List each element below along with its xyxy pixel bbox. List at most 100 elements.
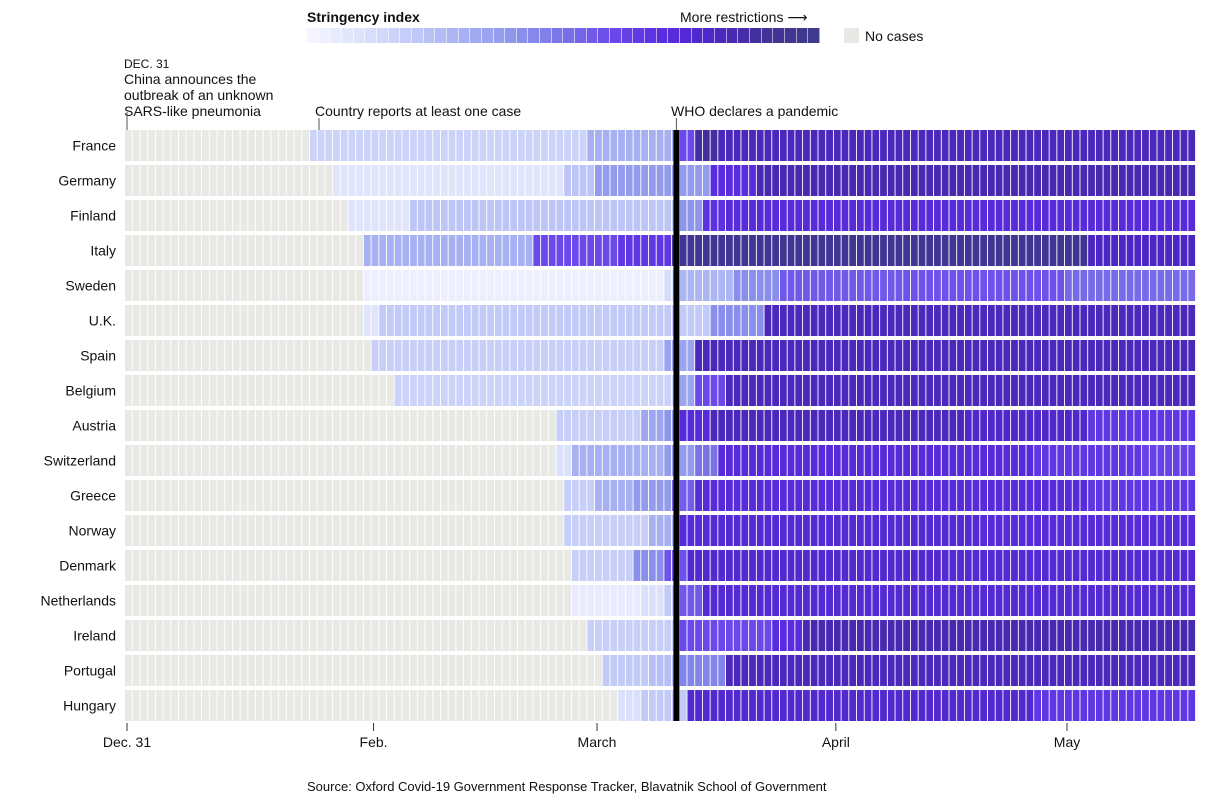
stringency-cell	[1018, 340, 1026, 371]
stringency-cell	[618, 585, 625, 616]
stringency-cell	[648, 690, 656, 721]
stringency-cell	[448, 445, 456, 476]
stringency-cell	[656, 375, 664, 406]
china-announcement-date: DEC. 31	[124, 57, 170, 71]
stringency-cell	[618, 445, 625, 476]
stringency-cell	[510, 620, 518, 651]
stringency-cell	[402, 480, 410, 511]
stringency-cell	[579, 585, 587, 616]
stringency-cell	[571, 235, 579, 266]
stringency-cell	[1118, 585, 1126, 616]
stringency-cell	[186, 375, 194, 406]
stringency-cell	[749, 200, 756, 231]
stringency-cell	[286, 585, 294, 616]
stringency-cell	[225, 200, 232, 231]
stringency-cell	[1126, 585, 1134, 616]
stringency-cell	[502, 550, 510, 581]
stringency-cell	[248, 445, 256, 476]
stringency-cell	[987, 550, 995, 581]
china-announcement-line: SARS-like pneumonia	[124, 103, 261, 119]
stringency-cell	[402, 620, 410, 651]
stringency-cell	[140, 585, 148, 616]
stringency-cell	[1142, 620, 1149, 651]
stringency-cell	[1057, 620, 1065, 651]
stringency-cell	[1111, 515, 1119, 546]
stringency-cell	[464, 690, 471, 721]
stringency-cell	[964, 690, 972, 721]
legend-scale-cell	[481, 28, 494, 43]
stringency-cell	[479, 550, 487, 581]
stringency-cell	[348, 515, 356, 546]
stringency-cell	[1149, 585, 1157, 616]
stringency-cell	[749, 480, 756, 511]
stringency-cell	[849, 410, 857, 441]
stringency-cell	[317, 690, 325, 721]
stringency-cell	[541, 585, 548, 616]
stringency-cell	[363, 410, 371, 441]
stringency-cell	[348, 655, 356, 686]
stringency-cell	[864, 620, 872, 651]
stringency-cell	[525, 235, 533, 266]
stringency-cell	[926, 375, 934, 406]
stringency-cell	[579, 445, 587, 476]
stringency-cell	[279, 305, 286, 336]
stringency-cell	[995, 550, 1003, 581]
stringency-cell	[895, 445, 903, 476]
stringency-cell	[255, 445, 263, 476]
stringency-cell	[248, 235, 256, 266]
stringency-cell	[1003, 480, 1011, 511]
stringency-cell	[1003, 305, 1011, 336]
stringency-cell	[641, 305, 649, 336]
stringency-cell	[810, 305, 818, 336]
stringency-cell	[702, 445, 710, 476]
stringency-cell	[957, 445, 964, 476]
stringency-cell	[595, 655, 602, 686]
stringency-cell	[525, 340, 533, 371]
legend-scale-cell	[318, 28, 331, 43]
stringency-cell	[571, 200, 579, 231]
stringency-cell	[864, 690, 872, 721]
stringency-cell	[232, 200, 240, 231]
stringency-cell	[1111, 375, 1119, 406]
arrow-right-icon: ⟶	[787, 9, 808, 25]
stringency-cell	[394, 340, 402, 371]
stringency-cell	[225, 445, 232, 476]
stringency-cell	[1165, 550, 1172, 581]
stringency-cell	[602, 620, 610, 651]
stringency-cell	[394, 375, 402, 406]
stringency-cell	[980, 480, 988, 511]
stringency-cell	[733, 235, 741, 266]
stringency-cell	[1026, 480, 1034, 511]
stringency-cell	[487, 130, 494, 161]
stringency-cell	[533, 130, 541, 161]
stringency-cell	[410, 620, 417, 651]
stringency-cell	[178, 200, 186, 231]
stringency-cell	[1188, 515, 1196, 546]
stringency-cell	[371, 585, 379, 616]
stringency-cell	[695, 130, 702, 161]
stringency-cell	[125, 585, 132, 616]
stringency-cell	[987, 480, 995, 511]
stringency-cell	[325, 270, 333, 301]
stringency-cell	[779, 165, 787, 196]
stringency-cell	[494, 445, 502, 476]
stringency-cell	[386, 270, 394, 301]
stringency-cell	[1026, 305, 1034, 336]
stringency-cell	[934, 340, 941, 371]
stringency-cell	[564, 655, 571, 686]
stringency-cell	[178, 550, 186, 581]
stringency-cell	[741, 410, 749, 441]
stringency-cell	[194, 200, 202, 231]
stringency-cell	[887, 270, 895, 301]
stringency-cell	[849, 655, 857, 686]
stringency-cell	[772, 340, 780, 371]
stringency-cell	[1003, 270, 1011, 301]
stringency-cell	[625, 200, 633, 231]
stringency-cell	[841, 655, 849, 686]
stringency-cell	[1026, 235, 1034, 266]
stringency-cell	[733, 340, 741, 371]
stringency-cell	[171, 375, 179, 406]
stringency-cell	[356, 375, 363, 406]
stringency-cell	[1103, 620, 1111, 651]
stringency-cell	[926, 445, 934, 476]
